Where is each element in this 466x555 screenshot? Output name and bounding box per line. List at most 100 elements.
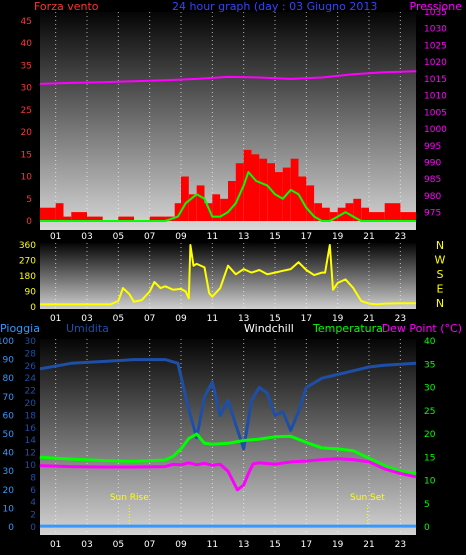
wind-y-tick-15: 15	[21, 150, 32, 160]
rain-y-tick-70: 70	[3, 393, 15, 403]
humidity-y-tick-4: 4	[30, 498, 36, 508]
dewpoint-label: Dew Point (°C)	[382, 322, 462, 335]
wind-bar	[220, 198, 228, 221]
wind-bar	[204, 203, 213, 221]
direction-x-tick-09: 09	[175, 314, 187, 324]
compass-label-N: N	[436, 239, 444, 252]
pressure-y-tick-1005: 1005	[424, 108, 447, 118]
wind-x-tick-05: 05	[113, 232, 124, 242]
rain-y-tick-60: 60	[3, 411, 15, 421]
temperature-y-tick-10: 10	[424, 477, 436, 487]
humidity-y-tick-30: 30	[25, 337, 37, 347]
temp-x-tick-09: 09	[175, 540, 187, 550]
wind-bar	[174, 203, 181, 221]
pressure-y-tick-1035: 1035	[424, 8, 447, 18]
wind-bar	[369, 212, 385, 221]
temperature-y-tick-0: 0	[424, 523, 430, 533]
humidity-line	[39, 358, 417, 451]
humidity-y-tick-10: 10	[25, 461, 37, 471]
rain-y-tick-20: 20	[3, 486, 15, 496]
wind-x-tick-13: 13	[238, 232, 249, 242]
sunrise-label: Sun Rise	[110, 493, 149, 503]
dewpoint-line	[39, 457, 417, 492]
temperature-y-tick-15: 15	[424, 453, 435, 463]
axis-tick-labels: 01 03 05 07 09 11 13 15 17 19 21 230510152025303540…	[0, 8, 447, 550]
temperature-y-tick-20: 20	[424, 430, 436, 440]
wind-y-tick-40: 40	[21, 39, 33, 49]
compass-label-S: S	[437, 268, 444, 281]
direction-x-tick-23: 23	[395, 314, 406, 324]
wind-bar	[196, 185, 205, 221]
temperature-y-tick-35: 35	[424, 360, 435, 370]
wind-x-tick-19: 19	[332, 232, 344, 242]
pressure-y-tick-1030: 1030	[424, 25, 447, 35]
direction-x-tick-05: 05	[113, 314, 124, 324]
wind-bar	[71, 212, 87, 221]
pressure-axis-title: Pressione	[410, 0, 463, 13]
rain-y-tick-30: 30	[3, 467, 15, 477]
temperature-y-tick-40: 40	[424, 337, 436, 347]
wind-bar	[188, 194, 197, 221]
pressure-y-tick-990: 990	[424, 158, 441, 168]
direction-x-tick-19: 19	[332, 314, 344, 324]
wind-bar	[63, 216, 72, 221]
wind-bar	[322, 207, 330, 221]
direction-panel-background	[40, 243, 416, 309]
wind-y-tick-25: 25	[21, 106, 32, 116]
wind-bar	[290, 158, 299, 221]
rain-y-tick-40: 40	[3, 449, 15, 459]
humidity-y-tick-6: 6	[30, 486, 36, 496]
pressure-y-tick-1025: 1025	[424, 41, 447, 51]
wind-y-tick-45: 45	[21, 17, 32, 27]
direction-x-tick-03: 03	[81, 314, 92, 324]
sunset-label: Sun Set	[350, 493, 385, 503]
wind-x-tick-17: 17	[301, 232, 312, 242]
wind-bar	[267, 163, 275, 221]
direction-y-tick-360: 360	[19, 241, 36, 251]
direction-x-tick-17: 17	[301, 314, 312, 324]
humidity-y-tick-8: 8	[30, 473, 36, 483]
pressure-y-tick-995: 995	[424, 142, 441, 152]
temperature-y-tick-5: 5	[424, 500, 430, 510]
pressure-y-tick-1020: 1020	[424, 58, 447, 68]
temp-x-tick-05: 05	[113, 540, 124, 550]
temp-x-tick-17: 17	[301, 540, 312, 550]
wind-bar	[228, 181, 236, 221]
wind-y-tick-35: 35	[21, 61, 32, 71]
rain-y-tick-80: 80	[3, 374, 15, 384]
wind-x-tick-15: 15	[269, 232, 280, 242]
humidity-y-tick-16: 16	[25, 424, 37, 434]
direction-x-tick-01: 01	[50, 314, 61, 324]
temp-x-tick-15: 15	[269, 540, 280, 550]
temperature-y-tick-30: 30	[424, 384, 436, 394]
temp-x-tick-01: 01	[50, 540, 61, 550]
wind-bar	[329, 212, 338, 221]
wind-bar	[181, 176, 189, 221]
humidity-y-tick-28: 28	[25, 349, 37, 359]
temp-x-tick-19: 19	[332, 540, 344, 550]
rain-y-tick-100: 100	[0, 337, 14, 347]
wind-bar	[243, 149, 252, 221]
wind-bar	[149, 216, 166, 221]
wind-x-tick-07: 07	[144, 232, 155, 242]
rain-y-tick-90: 90	[3, 356, 15, 366]
wind-axis-title: Forza vento	[34, 0, 99, 13]
rain-axis-title: Pioggia	[0, 322, 40, 335]
pressure-y-tick-975: 975	[424, 209, 441, 219]
wind-x-tick-01: 01	[50, 232, 61, 242]
temperature-line	[39, 432, 417, 475]
pressure-y-tick-985: 985	[424, 175, 441, 185]
direction-y-tick-270: 270	[19, 257, 36, 267]
rain-y-tick-10: 10	[3, 504, 15, 514]
pressure-y-tick-1015: 1015	[424, 75, 447, 85]
wind-y-tick-10: 10	[21, 173, 33, 183]
wind-bar	[251, 154, 260, 221]
pressure-line	[39, 70, 417, 85]
direction-line	[40, 244, 416, 306]
compass-label-E: E	[437, 283, 444, 296]
wind-bar	[400, 212, 416, 221]
wind-bar	[353, 198, 362, 221]
rain-y-tick-50: 50	[3, 430, 15, 440]
direction-x-tick-11: 11	[207, 314, 218, 324]
